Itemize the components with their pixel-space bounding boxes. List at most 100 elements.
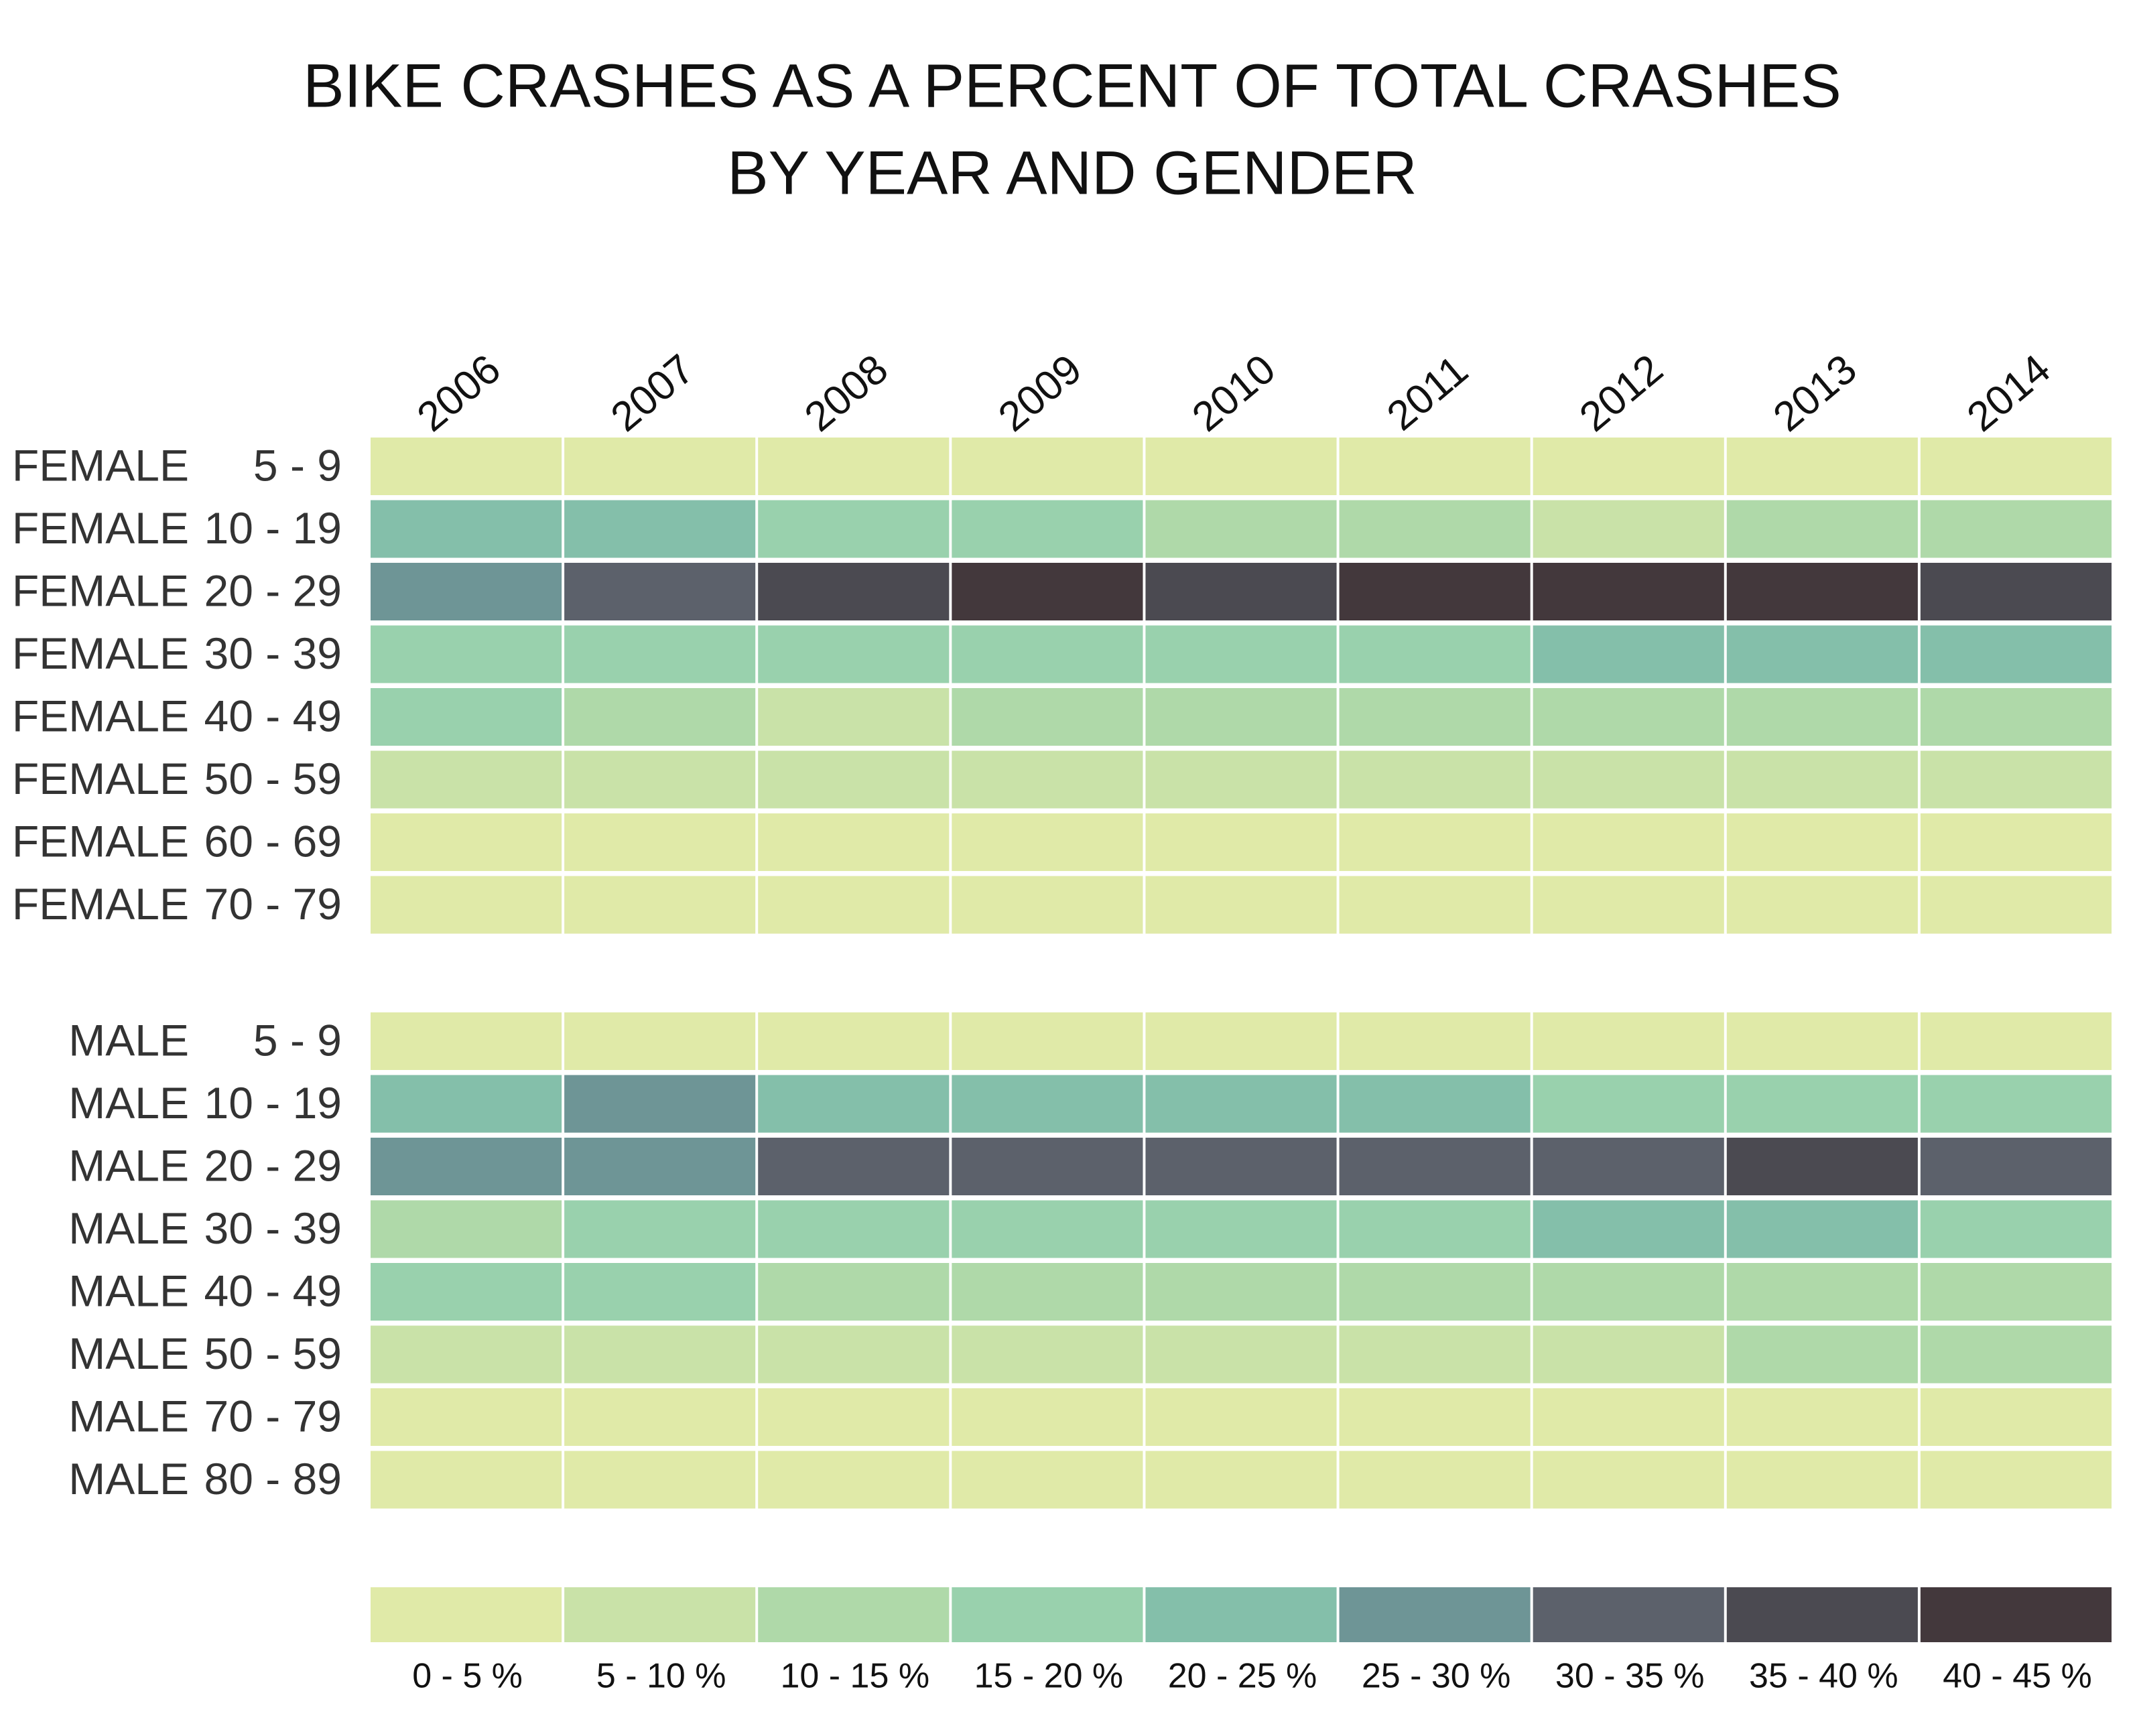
heatmap-cell bbox=[1145, 1138, 1337, 1195]
heatmap-cell bbox=[952, 1451, 1143, 1509]
heatmap-cell bbox=[1145, 1388, 1337, 1446]
row-group-label: MALE bbox=[68, 1078, 189, 1128]
heatmap-cell bbox=[1726, 500, 1918, 558]
legend-label: 20 - 25 % bbox=[1168, 1657, 1317, 1696]
heatmap-cell bbox=[1726, 625, 1918, 683]
heatmap-cell bbox=[1920, 1263, 2112, 1321]
heatmap-cell bbox=[1145, 876, 1337, 934]
heatmap-cell bbox=[1920, 500, 2112, 558]
heatmap-cell bbox=[952, 1138, 1143, 1195]
heatmap-cell bbox=[1533, 438, 1724, 495]
heatmap-cell bbox=[564, 1325, 756, 1384]
legend-swatch bbox=[1920, 1587, 2112, 1642]
heatmap-cell bbox=[1726, 438, 1918, 495]
row-group-label: MALE bbox=[68, 1266, 189, 1315]
heatmap-cell bbox=[1726, 563, 1918, 620]
heatmap-cell bbox=[1920, 1325, 2112, 1384]
heatmap-cell bbox=[564, 1200, 756, 1258]
legend-label: 5 - 10 % bbox=[596, 1657, 726, 1696]
heatmap-cell bbox=[371, 625, 562, 683]
heatmap-cell bbox=[1339, 688, 1531, 746]
heatmap-cell bbox=[1726, 813, 1918, 871]
heatmap-cell bbox=[1533, 625, 1724, 683]
heatmap-cell bbox=[1533, 750, 1724, 809]
chart-subtitle: BY YEAR AND GENDER bbox=[727, 139, 1417, 207]
row-age-label: 5 - 9 bbox=[253, 440, 342, 490]
heatmap-cell bbox=[758, 1263, 950, 1321]
heatmap-cell bbox=[1339, 1138, 1531, 1195]
row-age-label: 60 - 69 bbox=[204, 816, 342, 866]
heatmap-cell bbox=[1920, 876, 2112, 934]
chart-title: BIKE CRASHES AS A PERCENT OF TOTAL CRASH… bbox=[303, 52, 1841, 120]
row-group-label: MALE bbox=[68, 1454, 189, 1504]
heatmap-cell bbox=[758, 625, 950, 683]
row-group-label: FEMALE bbox=[12, 440, 189, 490]
heatmap-cell bbox=[1533, 500, 1724, 558]
heatmap-cell bbox=[758, 813, 950, 871]
heatmap-cell bbox=[1920, 438, 2112, 495]
row-age-label: 20 - 29 bbox=[204, 565, 342, 615]
legend-label: 25 - 30 % bbox=[1362, 1657, 1511, 1696]
row-age-label: 50 - 59 bbox=[204, 1329, 342, 1378]
row-age-label: 30 - 39 bbox=[204, 628, 342, 678]
heatmap-cell bbox=[758, 1388, 950, 1446]
heatmap-cell bbox=[1920, 1451, 2112, 1509]
heatmap-cell bbox=[564, 625, 756, 683]
heatmap-cell bbox=[1726, 1138, 1918, 1195]
heatmap-cell bbox=[758, 563, 950, 620]
heatmap-cell bbox=[952, 1075, 1143, 1133]
heatmap-cell bbox=[758, 500, 950, 558]
x-tick-label: 2012 bbox=[1571, 346, 1672, 441]
heatmap-cell bbox=[1145, 563, 1337, 620]
row-age-label: 70 - 79 bbox=[204, 1391, 342, 1441]
heatmap-cell bbox=[1339, 1325, 1531, 1384]
row-group-label: MALE bbox=[68, 1015, 189, 1065]
heatmap-cell bbox=[1726, 876, 1918, 934]
legend-swatch bbox=[758, 1587, 950, 1642]
heatmap-cell bbox=[1920, 1138, 2112, 1195]
heatmap-cell bbox=[952, 1325, 1143, 1384]
x-tick-label: 2006 bbox=[409, 346, 509, 441]
heatmap-cell bbox=[1533, 1138, 1724, 1195]
heatmap-cell bbox=[1920, 563, 2112, 620]
row-age-label: 50 - 59 bbox=[204, 754, 342, 803]
heatmap-cell bbox=[1339, 1075, 1531, 1133]
heatmap-cell bbox=[371, 1200, 562, 1258]
x-tick-label: 2014 bbox=[1959, 346, 2059, 441]
heatmap-cell bbox=[1339, 625, 1531, 683]
heatmap-cell bbox=[1339, 438, 1531, 495]
heatmap-cell bbox=[371, 438, 562, 495]
heatmap-cell bbox=[564, 750, 756, 809]
heatmap-cell bbox=[1145, 1200, 1337, 1258]
heatmap-cell bbox=[758, 876, 950, 934]
heatmap-cell bbox=[371, 876, 562, 934]
heatmap-cell bbox=[1726, 1200, 1918, 1258]
heatmap-cell bbox=[952, 1388, 1143, 1446]
heatmap-cell bbox=[1726, 1388, 1918, 1446]
legend-swatch bbox=[952, 1587, 1143, 1642]
heatmap-cell bbox=[1920, 813, 2112, 871]
heatmap-cell bbox=[1339, 1012, 1531, 1070]
x-tick-label: 2007 bbox=[602, 346, 703, 441]
heatmap-cell bbox=[1145, 1451, 1337, 1509]
heatmap-cell bbox=[1339, 1200, 1531, 1258]
heatmap-cell bbox=[1145, 1325, 1337, 1384]
heatmap-cell bbox=[758, 1138, 950, 1195]
x-tick-label: 2010 bbox=[1183, 346, 1284, 441]
heatmap-cell bbox=[758, 1200, 950, 1258]
heatmap-cell bbox=[371, 1263, 562, 1321]
heatmap-cell bbox=[758, 1012, 950, 1070]
heatmap-cell bbox=[758, 1325, 950, 1384]
x-tick-label: 2009 bbox=[990, 346, 1090, 441]
heatmap-cell bbox=[564, 876, 756, 934]
legend-label: 0 - 5 % bbox=[412, 1657, 523, 1696]
heatmap-cell bbox=[371, 1012, 562, 1070]
heatmap-cell bbox=[564, 688, 756, 746]
heatmap-cell bbox=[1533, 1325, 1724, 1384]
row-group-label: FEMALE bbox=[12, 565, 189, 615]
heatmap-cell bbox=[1533, 1388, 1724, 1446]
heatmap-cell bbox=[1533, 1075, 1724, 1133]
heatmap-cell bbox=[1339, 750, 1531, 809]
heatmap-cell bbox=[1920, 625, 2112, 683]
